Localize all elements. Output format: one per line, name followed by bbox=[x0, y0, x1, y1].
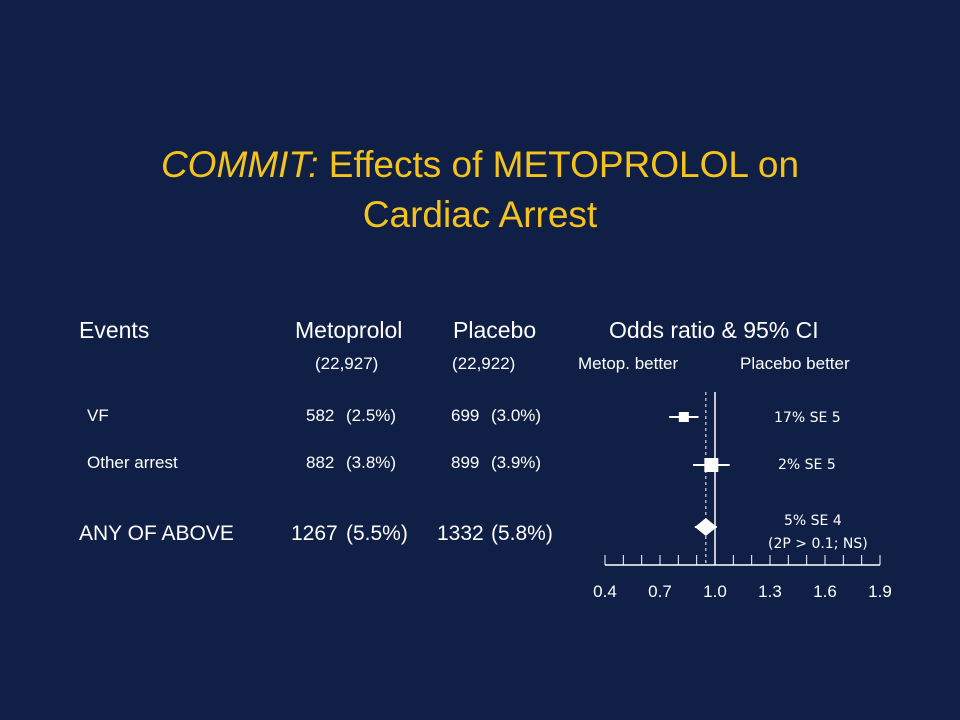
row-label-any-of-above: ANY OF ABOVE bbox=[79, 522, 234, 545]
title-italic: COMMIT: bbox=[160, 144, 319, 185]
row-other-met-n: 882 bbox=[306, 453, 335, 472]
header-placebo: Placebo bbox=[453, 317, 537, 343]
placebo-better-label: Placebo better bbox=[740, 354, 850, 373]
row-other-pla-n: 899 bbox=[451, 453, 480, 472]
row-any-pla-n: 1332 bbox=[437, 522, 484, 545]
row-any-met-n: 1267 bbox=[291, 522, 338, 545]
x-tick-label: 1.6 bbox=[813, 582, 837, 601]
slide-title: COMMIT: Effects of METOPROLOL on Cardiac… bbox=[0, 140, 960, 240]
row-label-other-arrest: Other arrest bbox=[87, 453, 178, 472]
row-vf-met-n: 582 bbox=[306, 406, 335, 425]
annotation-vf: 17% SE 5 bbox=[774, 410, 841, 426]
row-any-met-pct: (5.5%) bbox=[346, 522, 408, 545]
point-marker-diamond bbox=[694, 518, 717, 536]
annotation-any-significance: (2P > 0.1; NS) bbox=[768, 536, 868, 552]
annotation-other-arrest: 2% SE 5 bbox=[778, 457, 836, 473]
point-marker-square bbox=[704, 458, 719, 472]
x-tick-label: 0.4 bbox=[593, 582, 617, 601]
annotation-any: 5% SE 4 bbox=[784, 513, 842, 529]
x-tick-label: 1.9 bbox=[868, 582, 892, 601]
header-odds-ratio: Odds ratio & 95% CI bbox=[609, 317, 819, 343]
row-any-pla-pct: (5.8%) bbox=[491, 522, 553, 545]
row-vf-met-pct: (2.5%) bbox=[346, 406, 397, 425]
metoprolol-n: (22,927) bbox=[315, 354, 379, 373]
point-marker-square bbox=[678, 412, 689, 422]
row-other-pla-pct: (3.9%) bbox=[491, 453, 542, 472]
title-line-2: Cardiac Arrest bbox=[362, 194, 598, 235]
placebo-n: (22,922) bbox=[452, 354, 516, 373]
x-tick-label: 0.7 bbox=[648, 582, 672, 601]
x-tick-label: 1.0 bbox=[703, 582, 727, 601]
metop-better-label: Metop. better bbox=[578, 354, 679, 373]
row-vf-pla-n: 699 bbox=[451, 406, 480, 425]
row-vf-pla-pct: (3.0%) bbox=[491, 406, 542, 425]
title-line-1: COMMIT: Effects of METOPROLOL on bbox=[0, 140, 960, 190]
x-tick-label: 1.3 bbox=[758, 582, 782, 601]
title-rest: Effects of METOPROLOL on bbox=[318, 144, 800, 185]
row-label-vf: VF bbox=[87, 406, 109, 425]
row-other-met-pct: (3.8%) bbox=[346, 453, 397, 472]
header-metoprolol: Metoprolol bbox=[295, 317, 403, 343]
header-events: Events bbox=[79, 317, 150, 343]
